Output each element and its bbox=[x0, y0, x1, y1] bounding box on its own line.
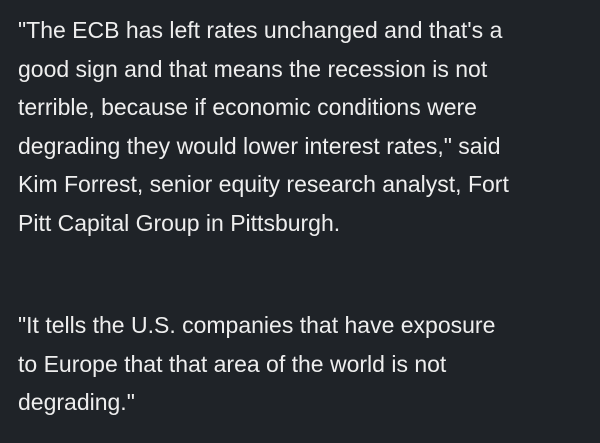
quote-paragraph-1: "The ECB has left rates unchanged and th… bbox=[18, 11, 509, 242]
text-line: good sign and that means the recession i… bbox=[18, 55, 488, 82]
text-line: terrible, because if economic conditions… bbox=[18, 94, 477, 120]
text-line: "The ECB has left rates unchanged and th… bbox=[18, 17, 503, 43]
quote-paragraph-2: "It tells the U.S. companies that have e… bbox=[18, 306, 495, 422]
text-line: Kim Forrest, senior equity research anal… bbox=[18, 171, 509, 197]
text-line: degrading." bbox=[18, 389, 135, 415]
text-line: to Europe that that area of the world is… bbox=[18, 350, 447, 377]
text-line: "It tells the U.S. companies that have e… bbox=[18, 312, 496, 338]
text-line: degrading they would lower interest rate… bbox=[18, 132, 501, 159]
text-line: Pitt Capital Group in Pittsburgh. bbox=[18, 209, 341, 236]
